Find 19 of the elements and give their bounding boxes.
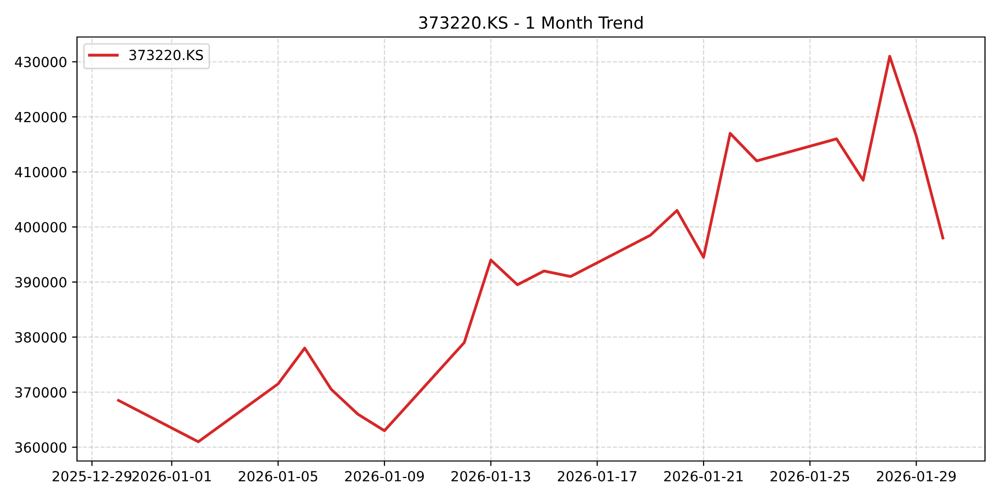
x-tick-label: 2026-01-01 bbox=[132, 470, 211, 482]
y-tick-label: 400000 bbox=[14, 222, 66, 232]
y-tick-label: 360000 bbox=[15, 442, 66, 453]
chart-title: 373220.KS - 1 Month Trend bbox=[419, 16, 643, 29]
x-tick-label: 2026-01-13 bbox=[451, 470, 530, 482]
legend-label: 373220.KS bbox=[129, 50, 203, 60]
y-tick-label: 380000 bbox=[15, 332, 66, 343]
x-tick-label: 2026-01-21 bbox=[664, 470, 743, 482]
y-tick-label: 410000 bbox=[14, 166, 66, 178]
x-tick-label: 2026-01-29 bbox=[876, 470, 956, 482]
x-tick-label: 2026-01-09 bbox=[345, 470, 424, 482]
x-tick-label: 2026-01-05 bbox=[238, 470, 318, 482]
x-tick-label: 2026-01-25 bbox=[770, 470, 850, 482]
y-tick-label: 430000 bbox=[14, 56, 66, 68]
x-tick-label: 2025-12-29 bbox=[52, 470, 132, 482]
x-tick-label: 2026-01-17 bbox=[558, 470, 636, 482]
y-tick-label: 390000 bbox=[15, 277, 66, 288]
y-tick-label: 420000 bbox=[14, 112, 66, 122]
y-tick-label: 370000 bbox=[15, 387, 66, 398]
